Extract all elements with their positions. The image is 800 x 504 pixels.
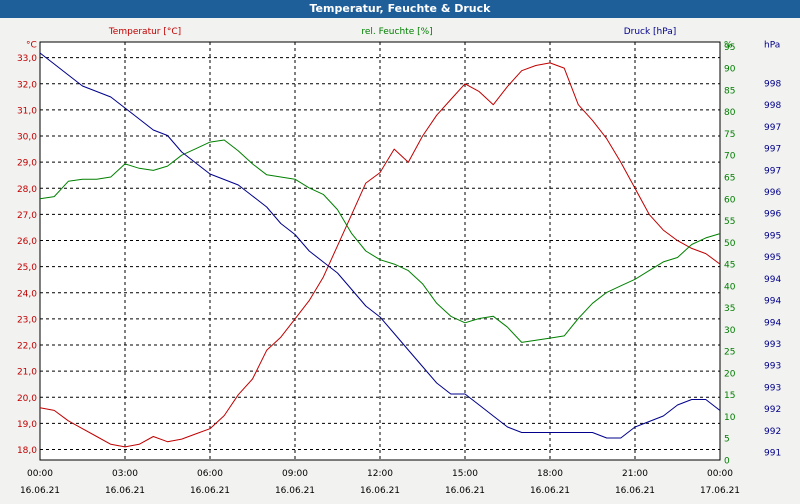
pressure-tick-label: 993 bbox=[764, 362, 781, 372]
temp-tick-label: 21,0 bbox=[17, 368, 37, 378]
temp-tick-label: 27,0 bbox=[17, 211, 37, 221]
humidity-tick-label: 40 bbox=[724, 282, 736, 292]
humidity-tick-label: 85 bbox=[724, 86, 735, 96]
pressure-tick-label: 993 bbox=[764, 340, 781, 350]
pressure-tick-label: 993 bbox=[764, 383, 781, 393]
series-line-humidity bbox=[39, 139, 721, 343]
temp-tick-label: 33,0 bbox=[17, 54, 37, 64]
humidity-tick-label: 15 bbox=[724, 391, 735, 401]
humidity-tick-label: 95 bbox=[724, 43, 735, 53]
pressure-unit: hPa bbox=[764, 41, 780, 51]
pressure-tick-label: 992 bbox=[764, 405, 781, 415]
temp-tick-label: 26,0 bbox=[17, 237, 37, 247]
pressure-tick-label: 997 bbox=[764, 123, 781, 133]
time-tick-label: 12:00 bbox=[367, 469, 393, 479]
date-tick-label: 16.06.21 bbox=[190, 486, 230, 496]
humidity-tick-label: 5 bbox=[724, 435, 730, 445]
time-tick-label: 00:00 bbox=[27, 469, 53, 479]
humidity-tick-label: 10 bbox=[724, 413, 736, 423]
chart-svg: 18,0 19,0 20,0 21,0 22,0 23,0 24,0 25,0 26,0 27,0… bbox=[0, 18, 800, 500]
pressure-tick-label: 994 bbox=[764, 297, 781, 307]
time-tick-label: 18:00 bbox=[537, 469, 563, 479]
temp-tick-label: 18,0 bbox=[17, 446, 37, 456]
humidity-tick-label: 45 bbox=[724, 261, 735, 271]
humidity-tick-label: 70 bbox=[724, 152, 736, 162]
series-lines bbox=[39, 52, 721, 448]
pressure-tick-label: 997 bbox=[764, 166, 781, 176]
date-tick-label: 16.06.21 bbox=[530, 486, 570, 496]
humidity-axis-title: rel. Feuchte [%] bbox=[361, 27, 432, 37]
pressure-tick-label: 991 bbox=[764, 449, 781, 459]
pressure-tick-label: 998 bbox=[764, 80, 781, 90]
humidity-tick-label: 65 bbox=[724, 173, 735, 183]
pressure-tick-label: 994 bbox=[764, 318, 781, 328]
pressure-tick-label: 995 bbox=[764, 253, 781, 263]
humidity-tick-label: 60 bbox=[724, 195, 736, 205]
temp-tick-label: 20,0 bbox=[17, 394, 37, 404]
temp-tick-label: 32,0 bbox=[17, 80, 37, 90]
humidity-tick-label: 20 bbox=[724, 369, 736, 379]
temp-tick-label: 30,0 bbox=[17, 133, 37, 143]
date-tick-label: 16.06.21 bbox=[105, 486, 145, 496]
time-axis: 00:00 16.06.21 03:00 16.06.21 06:00 16.06.21 0… bbox=[20, 469, 740, 496]
date-tick-label: 16.06.21 bbox=[360, 486, 400, 496]
pressure-tick-label: 997 bbox=[764, 145, 781, 155]
time-tick-label: 03:00 bbox=[112, 469, 138, 479]
pressure-tick-label: 995 bbox=[764, 231, 781, 241]
humidity-tick-label: 30 bbox=[724, 326, 736, 336]
time-tick-label: 09:00 bbox=[282, 469, 308, 479]
temp-tick-label: 25,0 bbox=[17, 263, 37, 273]
temp-tick-label: 19,0 bbox=[17, 420, 37, 430]
window-title: Temperatur, Feuchte & Druck bbox=[0, 0, 800, 18]
pressure-tick-label: 996 bbox=[764, 210, 781, 220]
humidity-unit: % bbox=[724, 41, 733, 51]
date-tick-label: 16.06.21 bbox=[275, 486, 315, 496]
temperature-axis-title: Temperatur [°C] bbox=[108, 27, 181, 37]
pressure-tick-label: 994 bbox=[764, 275, 781, 285]
humidity-tick-label: 25 bbox=[724, 348, 735, 358]
time-tick-label: 06:00 bbox=[197, 469, 223, 479]
temp-tick-label: 22,0 bbox=[17, 342, 37, 352]
humidity-tick-label: 80 bbox=[724, 108, 736, 118]
humidity-tick-label: 50 bbox=[724, 239, 736, 249]
pressure-axis: 991 992 992 993 993 993 994 994 994 995 995 996 996 9… bbox=[764, 41, 781, 459]
pressure-tick-label: 998 bbox=[764, 101, 781, 111]
temp-tick-label: 31,0 bbox=[17, 106, 37, 116]
date-tick-label: 16.06.21 bbox=[20, 486, 60, 496]
date-tick-label: 16.06.21 bbox=[615, 486, 655, 496]
temp-tick-label: 24,0 bbox=[17, 289, 37, 299]
time-tick-label: 00:00 bbox=[707, 469, 733, 479]
humidity-tick-label: 35 bbox=[724, 304, 735, 314]
time-tick-label: 21:00 bbox=[622, 469, 648, 479]
humidity-tick-label: 90 bbox=[724, 65, 736, 75]
date-tick-label: 17.06.21 bbox=[700, 486, 740, 496]
pressure-tick-label: 992 bbox=[764, 427, 781, 437]
temp-tick-label: 29,0 bbox=[17, 159, 37, 169]
humidity-tick-label: 0 bbox=[724, 457, 730, 467]
temperature-axis: 18,0 19,0 20,0 21,0 22,0 23,0 24,0 25,0 26,0 27,0… bbox=[17, 41, 37, 457]
grid bbox=[40, 42, 720, 460]
pressure-axis-title: Druck [hPa] bbox=[624, 27, 677, 37]
time-tick-label: 15:00 bbox=[452, 469, 478, 479]
humidity-tick-label: 75 bbox=[724, 130, 735, 140]
temp-tick-label: 28,0 bbox=[17, 185, 37, 195]
series-line-temperature bbox=[39, 62, 721, 448]
humidity-tick-label: 55 bbox=[724, 217, 735, 227]
temp-tick-label: 23,0 bbox=[17, 315, 37, 325]
humidity-axis: 0 5 10 15 20 25 30 35 40 45 50 55 60 65 70 75 80 85 90 95% bbox=[724, 41, 736, 467]
chart-area: 18,0 19,0 20,0 21,0 22,0 23,0 24,0 25,0 26,0 27,0… bbox=[0, 18, 800, 500]
series-line-pressure bbox=[39, 52, 721, 439]
axis-labels: Temperatur [°C] rel. Feuchte [%] Druck [hP… bbox=[108, 27, 676, 37]
pressure-tick-label: 996 bbox=[764, 188, 781, 198]
date-tick-label: 16.06.21 bbox=[445, 486, 485, 496]
temperature-unit: °C bbox=[26, 41, 37, 51]
